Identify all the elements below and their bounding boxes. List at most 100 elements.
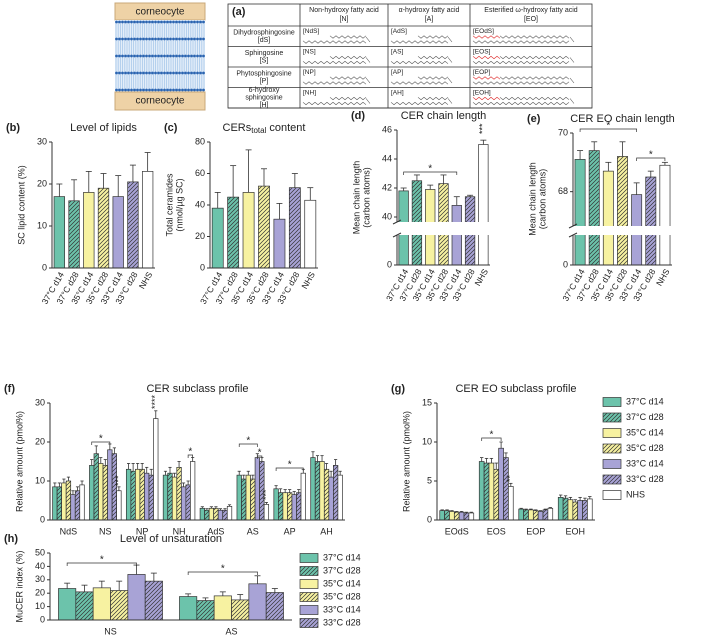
lipid-head bbox=[121, 71, 124, 75]
bar bbox=[141, 171, 154, 269]
lipid-head bbox=[196, 54, 199, 58]
lipid-head bbox=[184, 71, 187, 75]
lipid-head bbox=[130, 71, 133, 75]
panel-label: (d) bbox=[351, 110, 365, 122]
bar bbox=[250, 478, 256, 521]
lipid-head bbox=[202, 88, 205, 92]
lipid-head bbox=[118, 54, 121, 58]
bar bbox=[144, 472, 150, 521]
column-header: Esterified ω-hydroxy fatty acid bbox=[484, 7, 577, 14]
lipid-head bbox=[130, 54, 133, 58]
error-bar bbox=[324, 463, 329, 470]
error-bar bbox=[172, 472, 177, 478]
y-axis-label: (carbon atoms) bbox=[537, 169, 547, 230]
x-tick-label: AdS bbox=[207, 526, 224, 536]
bar bbox=[296, 492, 302, 521]
bar bbox=[144, 580, 163, 621]
lipid-head bbox=[187, 71, 190, 75]
y-tick-label: 42 bbox=[382, 182, 392, 192]
error-bar bbox=[163, 470, 168, 476]
legend-label: NHS bbox=[626, 489, 645, 499]
bar bbox=[319, 461, 325, 521]
panel-label: (g) bbox=[391, 383, 405, 395]
lipid-head bbox=[160, 20, 163, 24]
lipid-head bbox=[178, 37, 181, 41]
lipid-head bbox=[151, 71, 154, 75]
error-bar bbox=[499, 441, 503, 449]
error-bar bbox=[469, 511, 474, 513]
lipid-head bbox=[172, 20, 175, 24]
structure bbox=[569, 98, 575, 104]
title-text: CER EO chain length bbox=[570, 113, 675, 125]
lipid-head bbox=[190, 54, 193, 58]
error-bar bbox=[661, 161, 668, 166]
panel-label: (b) bbox=[6, 122, 20, 134]
lipid-head bbox=[133, 37, 136, 41]
structure bbox=[390, 60, 449, 65]
error-bar bbox=[464, 511, 469, 513]
lipid-head bbox=[163, 20, 166, 24]
lipid-head bbox=[172, 37, 175, 41]
lipid-head bbox=[178, 71, 181, 75]
y-tick-label: 70 bbox=[558, 127, 568, 137]
structure bbox=[472, 101, 570, 106]
error-bar bbox=[291, 173, 298, 188]
lipid-head bbox=[157, 54, 160, 58]
lipid-head bbox=[193, 54, 196, 58]
error-bar bbox=[279, 488, 283, 493]
bar bbox=[125, 468, 132, 521]
bar bbox=[588, 150, 600, 266]
error-bar bbox=[400, 187, 407, 191]
chart-title: CER EO subclass profile bbox=[455, 383, 576, 395]
error-bar bbox=[154, 410, 158, 419]
bar bbox=[102, 465, 108, 521]
x-tick-label: NS bbox=[99, 526, 112, 536]
lipid-head bbox=[178, 54, 181, 58]
row-header: 6-hydroxy bbox=[249, 87, 280, 94]
panel-label: (c) bbox=[164, 122, 178, 134]
bar bbox=[196, 600, 215, 621]
error-bar bbox=[504, 452, 508, 458]
lipid-head bbox=[133, 71, 136, 75]
lipid-head bbox=[175, 37, 178, 41]
bar bbox=[97, 187, 110, 269]
structure bbox=[569, 36, 575, 43]
y-tick-label: 10 bbox=[422, 436, 432, 446]
bar bbox=[112, 196, 124, 269]
structure bbox=[447, 98, 453, 104]
lipid-head bbox=[172, 54, 175, 58]
y-tick-label: 15 bbox=[422, 397, 432, 407]
lipid-head bbox=[136, 54, 139, 58]
cell-label: [EOdS] bbox=[473, 28, 494, 35]
lipid-head bbox=[187, 20, 190, 24]
bar bbox=[241, 478, 247, 521]
significance-bracket bbox=[579, 128, 637, 132]
error-bar bbox=[588, 496, 592, 499]
chart-title: Level of unsaturation bbox=[120, 533, 222, 545]
cell-label: [NH] bbox=[303, 90, 316, 97]
structure bbox=[417, 35, 449, 39]
lipid-head bbox=[196, 20, 199, 24]
x-tick-label: NS bbox=[104, 626, 117, 636]
y-tick-label: 20 bbox=[37, 178, 47, 188]
lipid-head bbox=[193, 88, 196, 92]
cell-label: [EOP] bbox=[473, 69, 491, 76]
error-bar bbox=[484, 457, 489, 464]
y-tick-label: 0 bbox=[200, 262, 205, 272]
break-mark bbox=[568, 232, 578, 238]
lipid-head bbox=[193, 71, 196, 75]
lipid-head bbox=[202, 54, 205, 58]
error-bar bbox=[578, 496, 582, 501]
title-text: CER chain length bbox=[401, 110, 487, 122]
error-bar bbox=[524, 508, 528, 510]
cell-label: [NP] bbox=[303, 69, 316, 76]
lipid-head bbox=[196, 71, 199, 75]
error-bar bbox=[413, 174, 420, 181]
error-bar bbox=[185, 593, 192, 597]
bar bbox=[537, 511, 544, 521]
error-bar bbox=[75, 486, 80, 491]
significance-bracket bbox=[636, 157, 666, 161]
bar bbox=[75, 591, 94, 621]
legend-swatch bbox=[602, 459, 622, 469]
